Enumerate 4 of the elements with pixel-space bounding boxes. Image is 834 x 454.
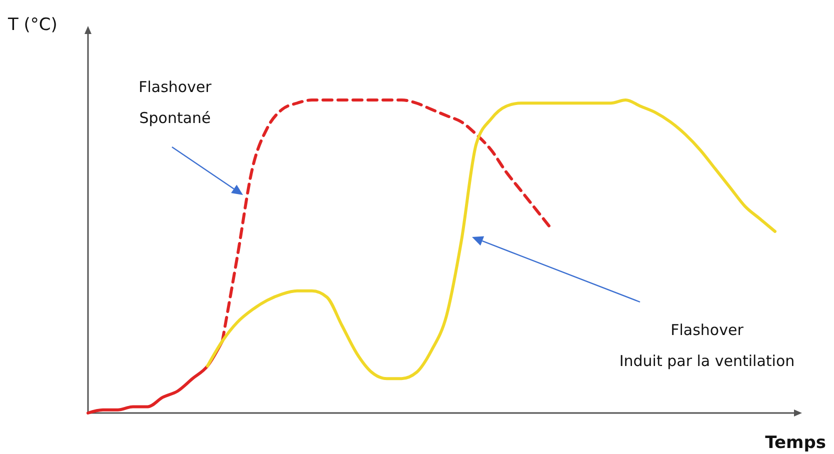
y-axis-title: T (°C) <box>7 15 58 35</box>
annotation: Flashover Spontané <box>138 78 212 127</box>
annotation: Flashover Induit par la ventilation <box>619 321 795 370</box>
x-axis-title: Temps <box>765 433 826 453</box>
